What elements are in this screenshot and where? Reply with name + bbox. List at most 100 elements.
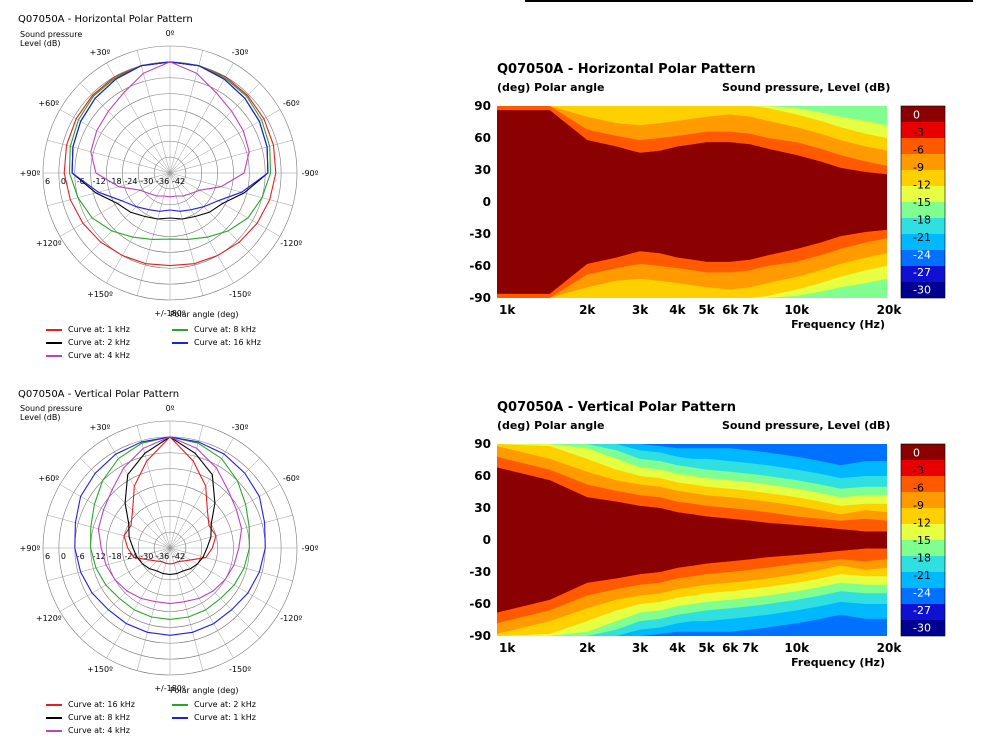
grid-spoke [106,547,171,659]
angle-label: +/-180º [154,684,186,693]
vpolar-title: Q07050A - Vertical Polar Pattern [18,389,180,400]
angle-label: -90º [302,544,319,553]
legend-item: Curve at: 2 kHz [46,338,130,347]
scale-swatch [901,508,945,524]
scale-swatch [901,250,945,266]
angle-label: -90º [302,169,319,178]
scale-label: 0 [913,109,920,122]
radial-label: -6 [77,177,85,186]
x-tick-label: 1k [499,641,516,655]
vheat-scalecaption: Sound pressure, Level (dB) [722,419,891,432]
angle-label: +90º [20,544,41,553]
scale-swatch [901,218,945,234]
y-tick-label: 30 [474,163,491,177]
grid-spoke [169,172,281,237]
angle-label: -120º [280,239,302,248]
x-tick-label: 2k [579,641,596,655]
radial-label: 6 [45,552,50,561]
angle-label: +60º [38,474,59,483]
angle-label: +60º [38,99,59,108]
scale-label: 0 [913,447,920,460]
grid-spoke [169,425,204,549]
angle-label: +30º [90,48,111,57]
legend-label: Curve at: 8 kHz [194,325,256,334]
x-axis-label: Frequency (Hz) [791,318,885,331]
radial-label: -24 [124,177,137,186]
legend-swatch [172,341,188,344]
legend-item: Curve at: 1 kHz [46,325,130,334]
angle-label: -150º [229,665,251,674]
radial-label: -36 [156,177,169,186]
grid-spoke [47,172,171,207]
scale-label: -9 [913,161,924,174]
scale-label: -24 [913,248,931,261]
angle-label: -30º [232,423,249,432]
scale-swatch [901,282,945,298]
grid-spoke [169,172,293,207]
scale-swatch [901,524,945,540]
legend-item: Curve at: 4 kHz [46,726,130,735]
vpolar-plot: 0º -30º -60º -90º -120º -150º +/-180º +150º +120… [20,404,319,693]
radial-label: -12 [93,177,106,186]
radial-label: 0 [61,552,66,561]
scale-label: -3 [913,464,924,477]
scale-label: -6 [913,482,924,495]
radial-label: -30 [140,552,153,561]
grid-spoke [80,547,171,638]
x-axis-label: Frequency (Hz) [791,656,885,669]
scale-swatch [901,572,945,588]
grid-spoke [169,172,234,284]
hheat-title: Q07050A - Horizontal Polar Pattern [497,62,756,77]
grid-spoke [169,50,204,174]
heat-core [497,110,887,294]
legend-swatch [172,716,188,719]
grid-spoke [136,172,171,296]
radial-label: -18 [109,177,122,186]
angle-label: +/-180º [154,309,186,318]
legend-label: Curve at: 2 kHz [68,338,130,347]
legend-item: Curve at: 8 kHz [172,325,256,334]
grid-spoke [136,50,171,174]
scale-label: -15 [913,196,931,209]
grid-spoke [47,139,171,174]
radial-label: -36 [156,552,169,561]
y-tick-label: -30 [469,565,491,579]
scale-swatch [901,588,945,604]
polar-series-curve [68,61,272,240]
y-tick-label: 90 [474,437,491,451]
legend-label: Curve at: 2 kHz [194,700,256,709]
angle-label: -30º [232,48,249,57]
x-tick-label: 7k [742,303,759,317]
y-tick-label: 0 [483,533,491,547]
scale-swatch [901,460,945,476]
x-tick-label: 4k [669,303,686,317]
x-tick-label: 7k [742,641,759,655]
hpolar-ylabel-line1: Sound pressure [20,30,83,39]
x-tick-label: 4k [669,641,686,655]
legend-swatch [46,716,62,719]
legend-label: Curve at: 1 kHz [194,713,256,722]
x-tick-label: 6k [722,303,739,317]
grid-spoke [169,139,293,174]
grid-spoke [59,172,171,237]
scale-frame [900,105,946,299]
scale-label: -27 [913,604,931,617]
scale-label: -6 [913,144,924,157]
vpolar-ylabel: Sound pressure Level (dB) [20,404,82,422]
legend-label: Curve at: 16 kHz [68,700,135,709]
y-tick-label: -60 [469,259,491,273]
polar-series-curve [90,61,250,198]
x-tick-label: 2k [579,303,596,317]
radial-label: 0 [61,177,66,186]
hpolar-ylabel-line2: Level (dB) [20,39,61,48]
angle-label: -60º [283,474,300,483]
scale-swatch [901,266,945,282]
grid-spoke [106,62,171,174]
vpolar-xlabel: Polar angle (deg) [170,686,239,695]
x-tick-label: 1k [499,303,516,317]
angle-label: +30º [90,423,111,432]
scale-frame [900,443,946,637]
legend-label: Curve at: 8 kHz [68,713,130,722]
scale-swatch [901,186,945,202]
